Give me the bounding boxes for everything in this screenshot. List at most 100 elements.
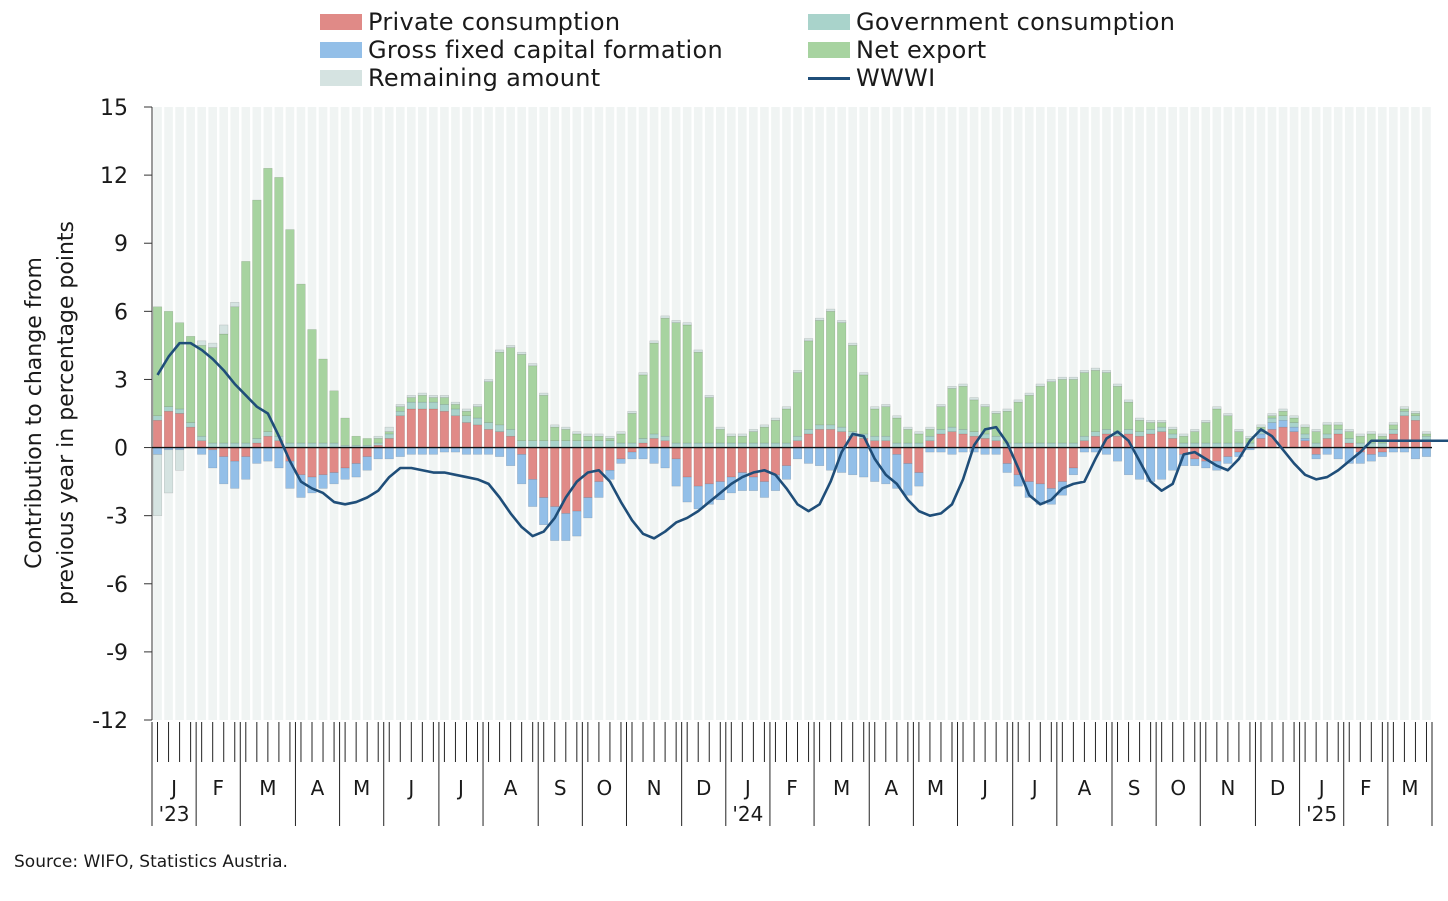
- bar-ne: [748, 431, 758, 444]
- bar-ne: [1168, 429, 1178, 435]
- bar-gf: [230, 460, 240, 489]
- bar-ra: [1333, 422, 1343, 426]
- bar-gf: [263, 447, 273, 462]
- bar-pc: [1079, 440, 1089, 448]
- bar-ra: [1300, 424, 1310, 428]
- bar-gf: [329, 472, 339, 485]
- bar-ra: [1079, 370, 1089, 373]
- bar-pc: [1366, 447, 1376, 455]
- bar-gf: [1168, 447, 1178, 471]
- bar-pc: [704, 447, 714, 485]
- bar-ne: [1035, 386, 1045, 444]
- bar-ra: [561, 426, 571, 430]
- bar-pc: [528, 447, 538, 480]
- bar-gc: [572, 440, 582, 448]
- bar-ra: [1068, 376, 1078, 380]
- bar-gf: [219, 456, 229, 485]
- bar-ne: [539, 395, 549, 441]
- bar-ne: [252, 199, 262, 439]
- bar-ra: [1322, 422, 1332, 426]
- bar-ra: [815, 317, 825, 321]
- week-column-bg: [1322, 107, 1332, 720]
- bar-ne: [274, 177, 284, 437]
- bar-gc: [483, 422, 494, 430]
- bar-ne: [1123, 401, 1134, 430]
- bar-ra: [1256, 424, 1266, 428]
- y-tick-label: 6: [114, 300, 128, 325]
- bar-ra: [1223, 413, 1233, 417]
- bar-ra: [870, 406, 880, 410]
- bar-pc: [152, 420, 163, 448]
- bar-pc: [792, 440, 803, 448]
- bar-ne: [881, 406, 891, 437]
- bar-gc: [1090, 431, 1101, 437]
- week-column-bg: [1179, 107, 1189, 720]
- bar-ne: [980, 406, 990, 435]
- bar-gf: [1278, 420, 1288, 428]
- legend-item-government-consumption: Government consumption: [808, 8, 1175, 36]
- bar-ne: [1311, 431, 1321, 444]
- bar-gc: [870, 435, 880, 441]
- bar-gc: [1300, 433, 1310, 439]
- week-column-bg: [715, 107, 725, 720]
- bar-ne: [450, 404, 461, 410]
- bar-gc: [583, 440, 593, 448]
- bar-ne: [285, 229, 295, 444]
- bar-ra: [417, 392, 427, 396]
- bar-gc: [1388, 429, 1398, 435]
- x-month-label: F: [212, 776, 224, 800]
- bar-pc: [483, 429, 494, 448]
- bar-gf: [506, 447, 516, 466]
- bar-ne: [472, 406, 483, 419]
- bar-ra: [826, 308, 836, 312]
- bar-gc: [649, 433, 659, 439]
- x-month-label: S: [1128, 776, 1141, 800]
- bar-gc: [881, 435, 891, 441]
- bar-ne: [1013, 401, 1023, 444]
- bar-ra: [550, 424, 560, 428]
- bar-gf: [472, 447, 483, 455]
- x-month-label: J: [406, 776, 414, 800]
- bar-ne: [1410, 413, 1421, 417]
- legend-swatch-gross-fixed-capital-formation: [320, 42, 362, 58]
- bar-ne: [1421, 433, 1432, 437]
- week-column-bg: [1146, 107, 1155, 720]
- bar-pc: [1289, 431, 1299, 448]
- bar-ne: [296, 283, 306, 444]
- bar-ra: [1013, 399, 1023, 403]
- bar-gf: [991, 447, 1001, 455]
- y-axis-title-line-1: Contribution to change from: [22, 257, 47, 569]
- bar-ne: [1300, 426, 1310, 435]
- bar-ra: [594, 433, 604, 437]
- bar-gf: [1366, 454, 1376, 462]
- bar-gc: [517, 440, 527, 448]
- bar-gf: [152, 447, 163, 455]
- bar-ra: [1377, 433, 1387, 437]
- bar-pc: [406, 408, 416, 448]
- bar-ne: [1057, 379, 1067, 444]
- bar-ra: [450, 401, 461, 405]
- bar-gf: [1256, 433, 1266, 439]
- bar-pc: [715, 447, 725, 482]
- bar-ra: [572, 431, 582, 435]
- bar-ra: [649, 340, 659, 344]
- bar-ne: [1046, 381, 1056, 444]
- y-axis-title-line-2: previous year in percentage points: [54, 221, 79, 605]
- bar-ra: [704, 395, 714, 398]
- bar-pc: [1311, 447, 1321, 455]
- week-column-bg: [892, 107, 902, 720]
- legend-swatch-government-consumption: [808, 14, 850, 30]
- week-column-bg: [749, 107, 758, 720]
- bar-ra: [219, 324, 229, 335]
- bar-ra: [197, 340, 207, 346]
- bar-ra: [803, 338, 814, 342]
- week-column-bg: [727, 107, 736, 720]
- bar-gf: [1311, 454, 1321, 460]
- bar-gc: [826, 424, 836, 430]
- bar-gf: [406, 447, 416, 455]
- bar-ne: [340, 417, 350, 446]
- bar-ra: [152, 454, 163, 516]
- bar-pc: [616, 447, 626, 460]
- legend-line-wwwi: [808, 76, 850, 80]
- bar-ra: [1267, 413, 1277, 417]
